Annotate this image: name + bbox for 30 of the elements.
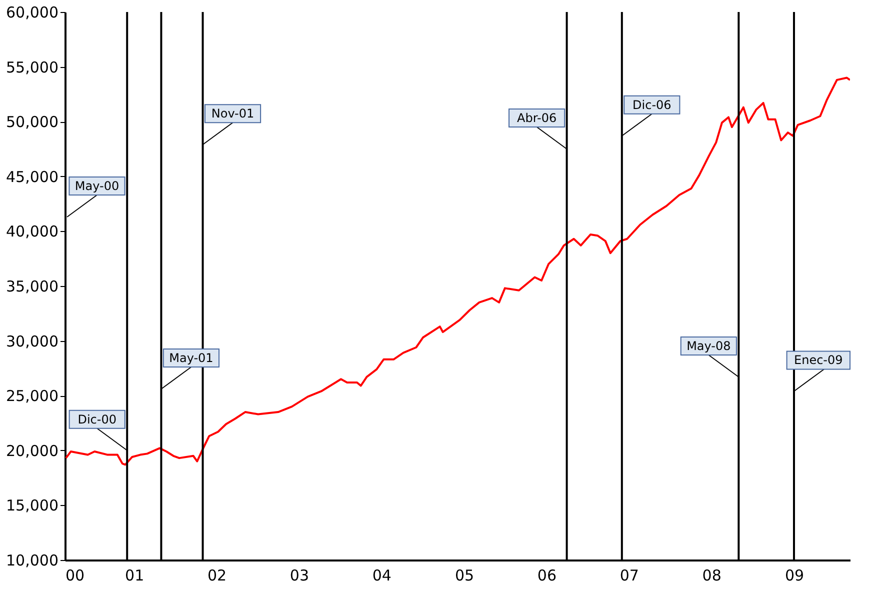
- x-tick-label: 08: [702, 566, 722, 584]
- annotation: May-08: [686, 338, 731, 353]
- line-series: [65, 76, 850, 466]
- annotation: Abr-06: [517, 111, 557, 125]
- y-tick-label: 30,000: [6, 332, 58, 350]
- y-tick-label: 50,000: [6, 113, 58, 132]
- y-tick-label: 55,000: [6, 58, 58, 76]
- y-tick-label: 35,000: [6, 278, 58, 296]
- y-tick-label: 15,000: [6, 496, 58, 515]
- annotation: Enec-09: [794, 353, 843, 368]
- annotation: May-00: [74, 179, 120, 193]
- x-tick-label: 07: [620, 566, 639, 584]
- y-tick-label: 10,000: [6, 552, 58, 570]
- annotation: Dic-00: [78, 412, 116, 426]
- y-tick-label: 45,000: [6, 168, 58, 186]
- annotation: Nov-01: [211, 106, 254, 121]
- x-tick-label: 03: [290, 566, 310, 584]
- annotation: Dic-06: [632, 98, 672, 112]
- annotation: May-01: [169, 351, 214, 366]
- y-tick-label: 20,000: [6, 442, 58, 460]
- y-tick-label: 25,000: [6, 387, 58, 406]
- x-tick-label: 05: [455, 566, 474, 584]
- x-tick-label: 00: [66, 566, 85, 584]
- y-tick-label: 40,000: [6, 222, 58, 241]
- x-tick-label: 02: [207, 566, 227, 584]
- x-tick-label: 06: [537, 566, 557, 584]
- x-tick-label: 09: [784, 566, 804, 584]
- y-tick-label: 60,000: [6, 4, 58, 22]
- x-tick-label: 04: [372, 566, 392, 584]
- x-tick-label: 01: [125, 566, 144, 584]
